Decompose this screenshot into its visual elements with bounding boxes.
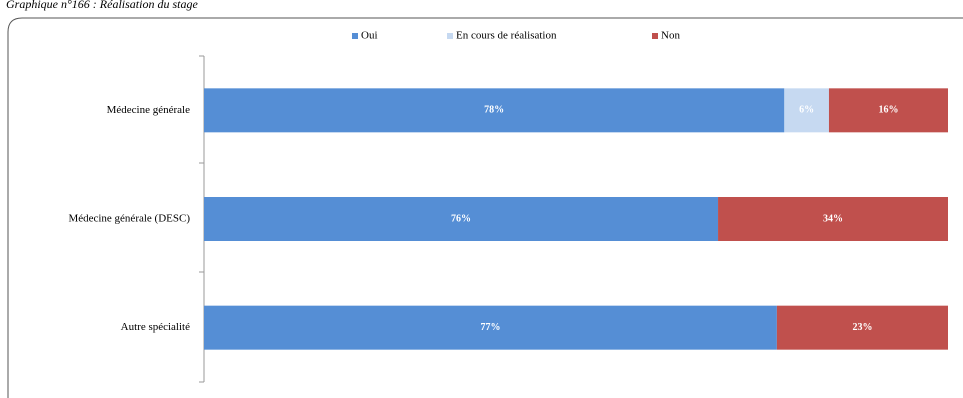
legend-swatch <box>352 33 358 39</box>
legend-label: En cours de réalisation <box>456 30 557 42</box>
data-label: 23% <box>852 322 872 333</box>
bar-segment <box>204 88 785 133</box>
y-tick-label: Médecine générale <box>107 104 190 116</box>
bar-segment <box>204 305 777 350</box>
data-label: 76% <box>451 213 471 224</box>
data-label: 78% <box>484 105 504 116</box>
data-label: 6% <box>799 105 814 116</box>
data-label: 16% <box>878 105 898 116</box>
chart-title: Graphique n°166 : Réalisation du stage <box>6 0 198 11</box>
legend-label: Non <box>661 30 680 42</box>
bar-segment <box>204 197 719 241</box>
data-label: 77% <box>480 322 500 333</box>
legend-label: Oui <box>361 30 378 42</box>
y-tick-label: Médecine générale (DESC) <box>68 213 190 225</box>
category-axis <box>199 55 205 383</box>
bar-segment <box>776 305 948 350</box>
legend-swatch <box>447 33 453 39</box>
legend-swatch <box>652 33 658 39</box>
data-label: 34% <box>823 213 843 224</box>
bar-segment <box>828 88 948 133</box>
bar-segment <box>718 197 948 241</box>
bar-segment <box>784 88 829 133</box>
chart-frame <box>7 17 963 398</box>
y-tick-label: Autre spécialité <box>121 321 190 333</box>
